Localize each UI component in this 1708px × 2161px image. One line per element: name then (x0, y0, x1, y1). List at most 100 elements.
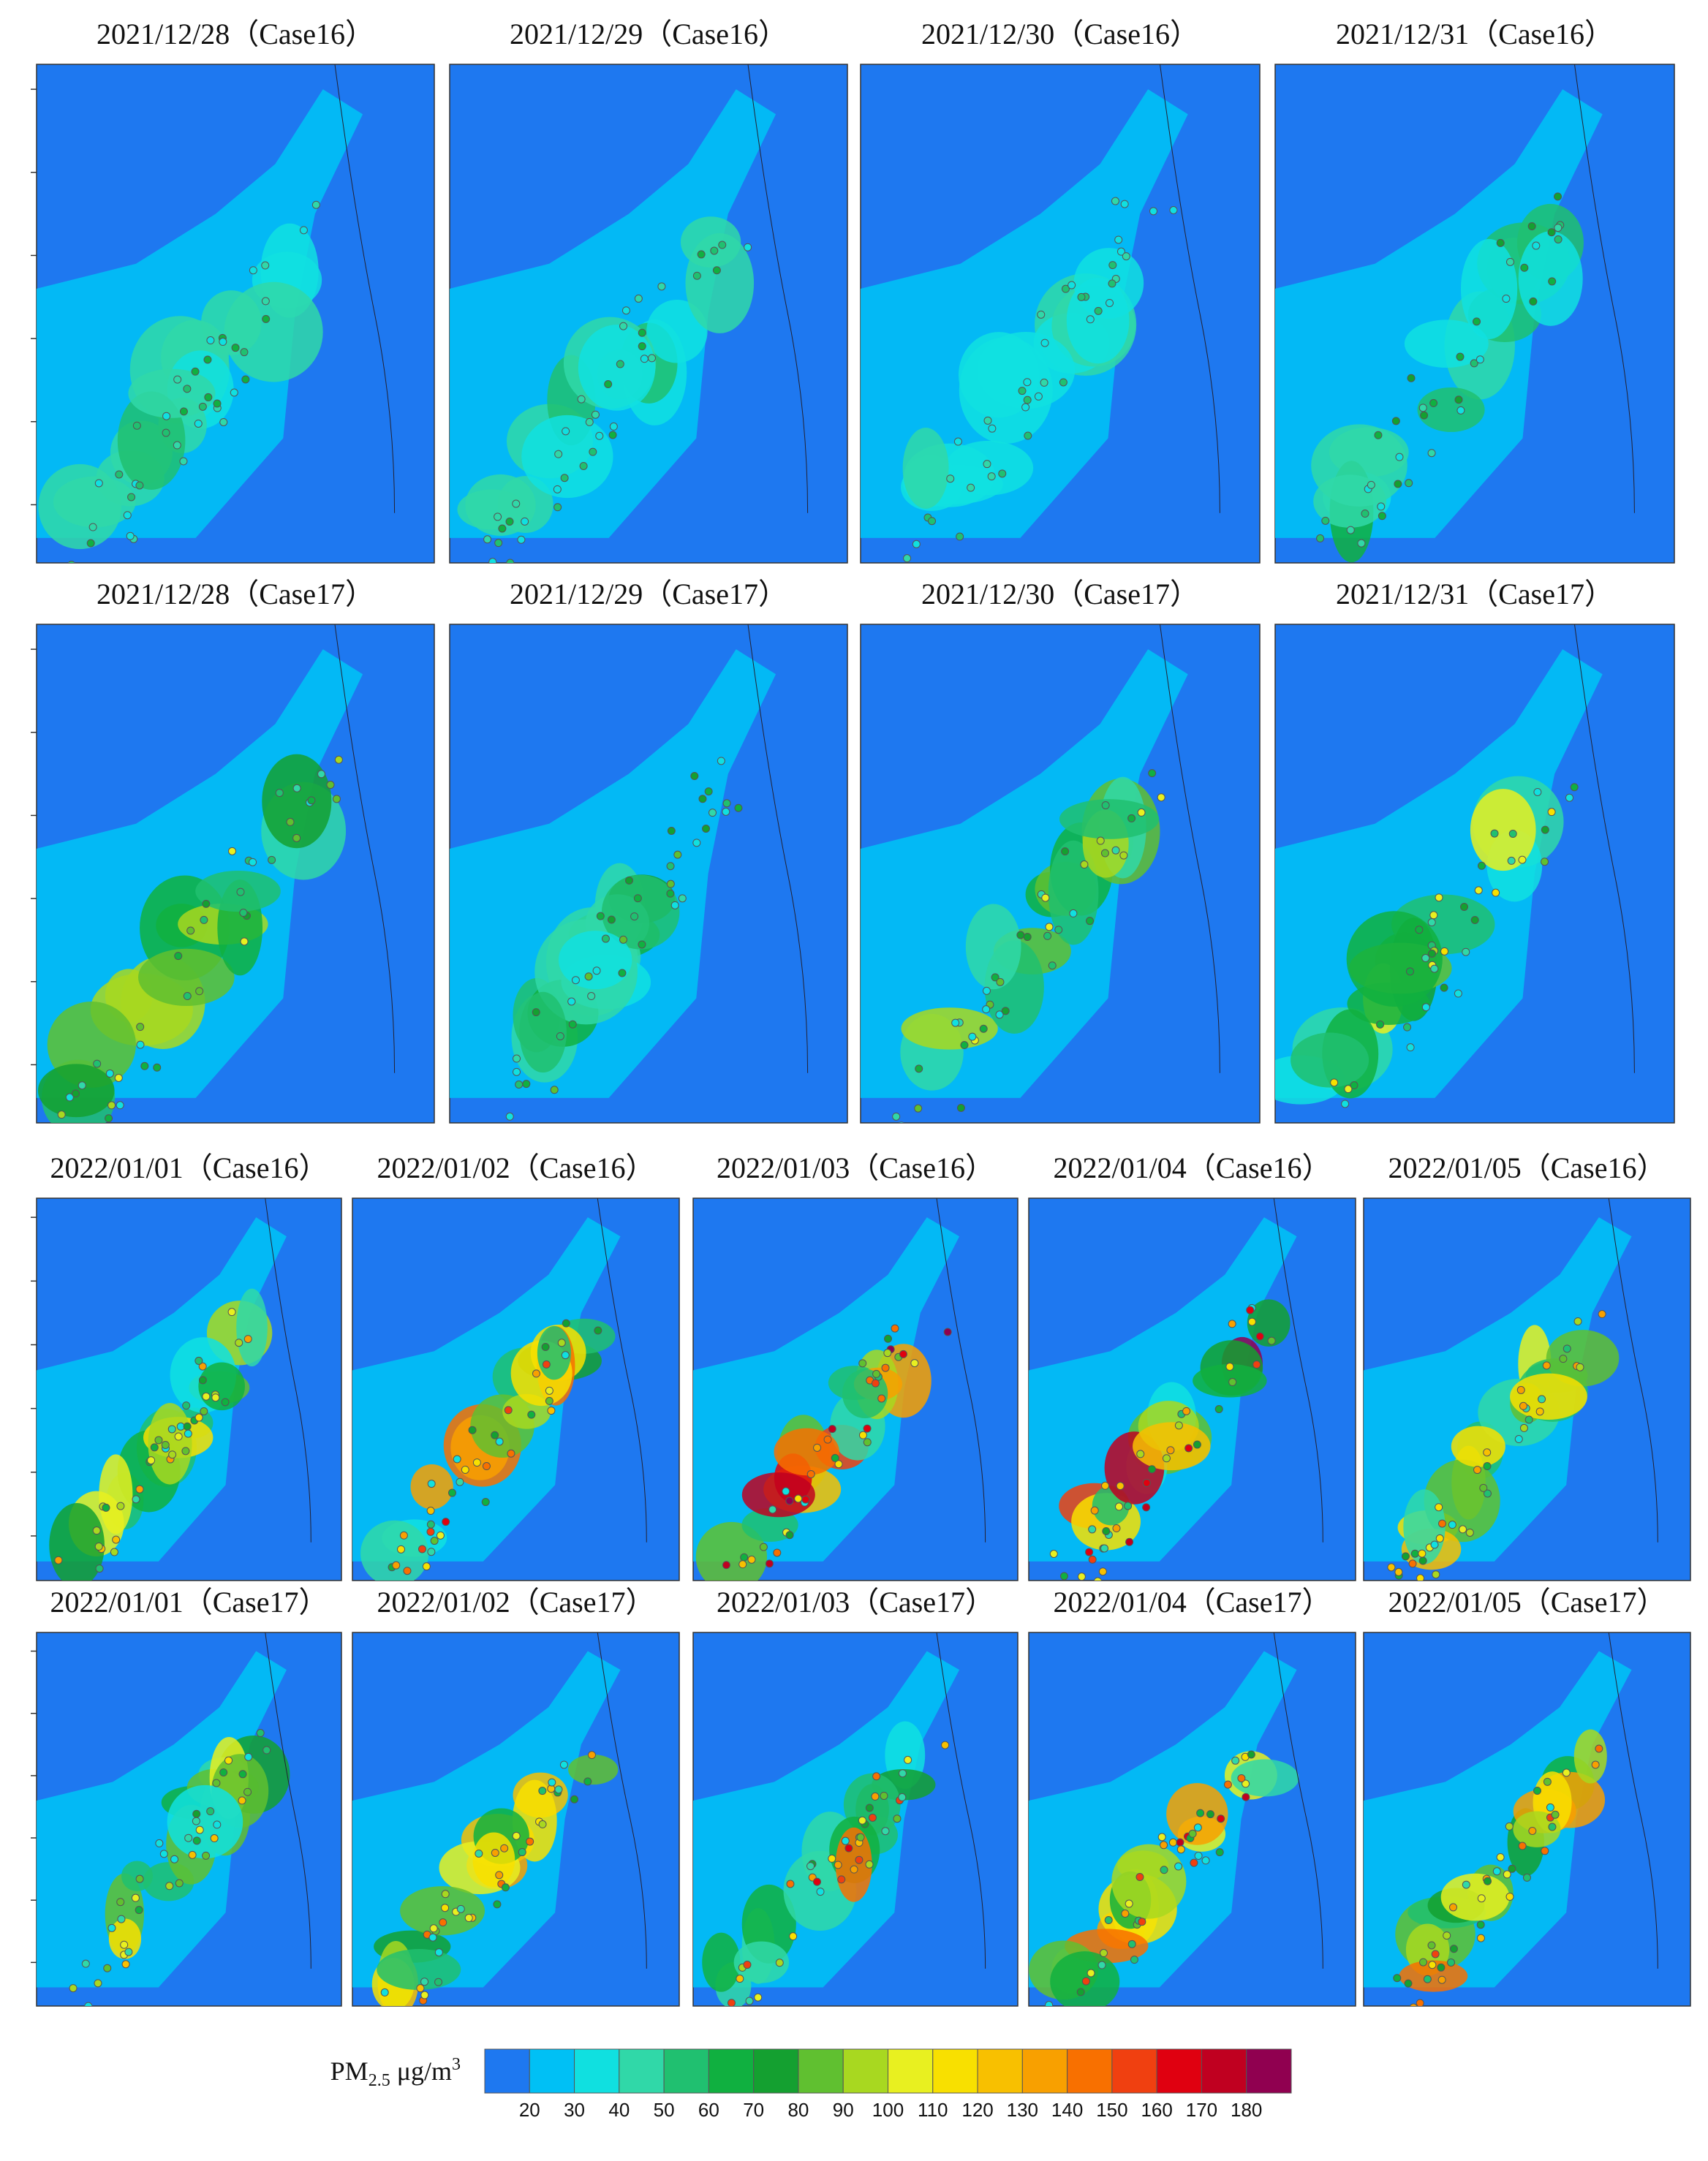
station (403, 1567, 412, 1575)
concentration-blob (1573, 1729, 1607, 1784)
station (601, 934, 610, 943)
station (880, 1791, 888, 1800)
station (638, 328, 646, 337)
station (505, 1112, 514, 1121)
concentration-blob (108, 1918, 142, 1959)
map-panel (36, 1632, 342, 2007)
station (513, 1054, 521, 1063)
pollution-field (352, 1198, 647, 1581)
station (1418, 404, 1427, 412)
station (426, 1527, 435, 1536)
station (1094, 306, 1103, 315)
station (235, 1339, 243, 1347)
station (165, 1882, 174, 1891)
station (1267, 1336, 1276, 1345)
station (903, 554, 912, 563)
station (1527, 222, 1536, 230)
station (84, 2002, 93, 2006)
station (261, 297, 270, 306)
station (634, 294, 643, 303)
concentration-blob (1470, 789, 1536, 871)
station (1174, 1421, 1183, 1430)
plume (1029, 1651, 1297, 1988)
colorbar-label: PM2.5 μg/m3 (330, 2055, 461, 2090)
station (429, 1924, 438, 1933)
station (1477, 1894, 1486, 1903)
station (420, 1991, 429, 1999)
station (204, 393, 213, 401)
concentration-blob (1399, 1960, 1468, 1992)
station (183, 991, 192, 1000)
station (1437, 1963, 1446, 1972)
station (140, 1061, 149, 1070)
station (928, 517, 937, 526)
station (1061, 847, 1070, 856)
station (562, 427, 570, 436)
station (522, 1080, 531, 1089)
station (181, 1447, 190, 1456)
station (1443, 1931, 1451, 1940)
concentration-blob (201, 290, 262, 355)
station (1096, 836, 1105, 845)
station (155, 1839, 164, 1847)
station (94, 1542, 103, 1551)
coastline (747, 64, 809, 513)
concentration-blob (601, 874, 680, 950)
station (983, 460, 991, 469)
concentration-blob (695, 1521, 768, 1581)
station (1193, 1823, 1202, 1832)
station (1496, 238, 1505, 247)
station (1138, 1918, 1146, 1926)
panel-title: 2022/01/03（Case16） (717, 1151, 994, 1184)
station (430, 1537, 439, 1545)
colorbar-tick: 80 (787, 2099, 809, 2121)
station (495, 1871, 504, 1880)
station (1081, 1977, 1090, 1986)
station (238, 1796, 246, 1805)
station (872, 1772, 881, 1781)
station (914, 1104, 923, 1113)
station (1228, 1378, 1237, 1387)
station (982, 1005, 991, 1014)
coastline (265, 1632, 311, 1969)
station (1023, 933, 1032, 942)
station (1246, 1306, 1255, 1314)
station (953, 437, 962, 446)
station (638, 940, 646, 949)
station (1114, 235, 1123, 244)
station (1533, 1787, 1541, 1795)
station (865, 1860, 874, 1869)
station (813, 1443, 822, 1452)
plume (861, 89, 1188, 538)
concentration-blob (377, 1949, 461, 1991)
station (498, 524, 507, 533)
map-panel (1363, 1632, 1691, 2007)
concentration-blob (646, 299, 708, 363)
panel-title: 2022/01/02（Case16） (377, 1151, 655, 1184)
station (441, 1890, 450, 1899)
station (1430, 1540, 1439, 1549)
station (1088, 1555, 1097, 1564)
station (587, 1751, 596, 1760)
station (103, 1964, 112, 1972)
station (1496, 1852, 1505, 1861)
colorbar-box (842, 2048, 888, 2094)
concentration-blob (1404, 319, 1489, 368)
colorbar-tick: 180 (1231, 2099, 1262, 2121)
station (1419, 1958, 1428, 1967)
concentration-blob (262, 754, 332, 849)
station (1100, 849, 1109, 858)
station (1420, 411, 1429, 420)
station (123, 511, 132, 520)
station (1473, 1466, 1482, 1475)
concentration-blob (360, 1520, 429, 1581)
station (500, 1844, 509, 1852)
station (594, 1326, 602, 1335)
pollution-field (861, 64, 1220, 563)
station (186, 926, 195, 935)
colorbar-box (574, 2048, 620, 2094)
station (219, 417, 228, 426)
station (633, 894, 642, 903)
station (877, 1394, 886, 1403)
station (1255, 1332, 1264, 1341)
